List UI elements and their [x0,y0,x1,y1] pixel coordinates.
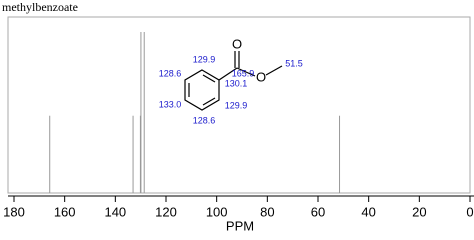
benzene-ring [184,69,220,111]
shift-label: 51.5 [285,58,303,68]
bond [236,67,256,77]
bond [218,67,238,81]
x-tick-label: 140 [104,204,126,219]
shift-label: 128.6 [193,115,216,125]
ring-double-bond [202,74,216,83]
shift-label: 165.9 [232,68,255,78]
chart: methylbenzoate PPM 180 160 140 120 100 80 60 40… [2,0,474,233]
x-tick-label: 0 [466,204,473,219]
x-tick-label: 60 [311,204,325,219]
x-tick-label: 120 [155,204,177,219]
page: {"chart_data": {"type": "nmr", "title": … [0,0,474,235]
x-tick-label: 40 [361,204,375,219]
atom-label: O [256,69,266,84]
bond [265,65,283,76]
atom-label: O [232,36,242,51]
x-tick-label: 80 [260,204,274,219]
x-tick-label: 20 [412,204,426,219]
ring-double-bond [202,97,216,106]
shift-label: 133.0 [159,99,182,109]
shift-label: 130.1 [225,78,248,88]
chart-title: methylbenzoate [2,0,78,14]
x-axis-label: PPM [226,218,254,233]
shift-label: 128.6 [159,68,182,78]
x-tick-label: 100 [206,204,228,219]
shift-label: 129.9 [193,54,216,64]
shift-label: 129.9 [225,100,248,110]
x-tick-label: 160 [54,204,76,219]
molecule [184,51,283,111]
plot-frame [7,16,471,194]
x-tick-label: 180 [3,204,25,219]
